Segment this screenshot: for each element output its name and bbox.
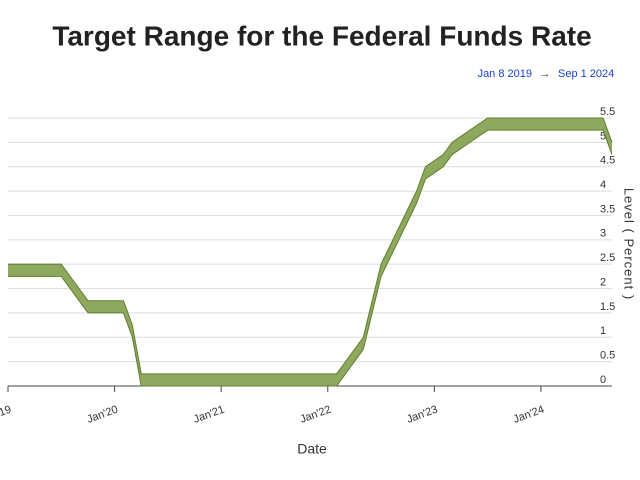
- y-tick-label: 4.5: [600, 155, 615, 167]
- upper-edge: [8, 117, 613, 375]
- rate-band: [8, 118, 612, 386]
- x-tick-label: Jan'21: [192, 404, 226, 426]
- y-tick-label: 4: [600, 179, 606, 191]
- y-axis-label: Level ( Percent ): [622, 188, 637, 300]
- y-tick-label: 2.5: [600, 252, 615, 264]
- x-tick-label: Jan'20: [85, 404, 119, 426]
- range-start: Jan 8 2019: [478, 68, 532, 80]
- x-tick-label: Jan'24: [512, 404, 546, 426]
- y-tick-label: 5.5: [600, 106, 615, 118]
- y-tick-label: 3.5: [600, 203, 615, 215]
- chart-title: Target Range for the Federal Funds Rate: [52, 20, 591, 51]
- x-tick-label: Jan'22: [299, 404, 333, 426]
- y-tick-label: 0.5: [600, 350, 615, 362]
- y-tick-label: 1.5: [600, 301, 615, 313]
- lower-edge: [8, 129, 613, 387]
- range-arrow: →: [540, 68, 551, 80]
- y-tick-label: 2: [600, 276, 606, 288]
- y-tick-label: 5: [600, 130, 606, 142]
- range-end: Sep 1 2024: [558, 68, 614, 80]
- y-tick-label: 3: [600, 228, 606, 240]
- y-tick-label: 0: [600, 374, 606, 386]
- x-tick-label: Jan'23: [405, 404, 439, 426]
- y-tick-label: 1: [600, 325, 606, 337]
- x-tick-label: Jan'19: [0, 404, 13, 426]
- x-axis-label: Date: [297, 441, 327, 457]
